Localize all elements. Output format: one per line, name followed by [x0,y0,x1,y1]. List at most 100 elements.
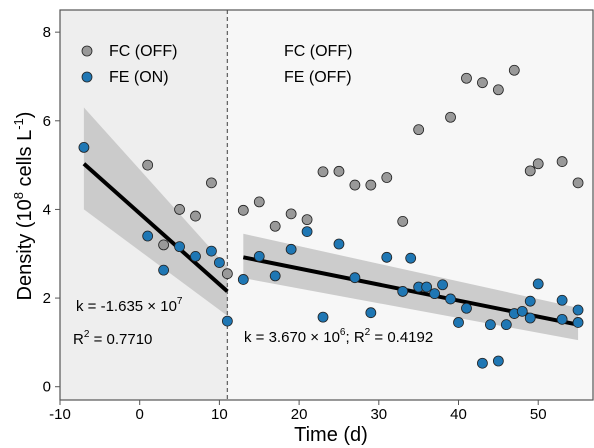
point-fc [333,165,345,177]
point-fc [253,196,265,208]
data-points [78,64,584,369]
confidence-band-1 [83,107,228,316]
point-fe [516,305,528,317]
point-fe [445,293,456,305]
point-fc [317,166,329,178]
point-fe [221,315,233,327]
point-fe [174,241,185,253]
point-fe [572,317,584,328]
x-tick-label: 0 [136,406,144,423]
point-fe [421,281,433,293]
x-axis-label: Time (d) [294,424,368,446]
point-fe [158,264,170,276]
point-fe [214,257,225,269]
point-fe [477,357,488,369]
point-fc [477,77,488,89]
point-fc [524,165,536,177]
point-fe [190,251,201,262]
x-tick-label: 40 [450,406,467,423]
point-fe [269,270,281,282]
point-fe [461,302,472,314]
point-fc [532,158,544,170]
y-tick-label: 4 [43,201,51,218]
point-fe [317,311,329,323]
x-tick-label: 20 [291,406,308,423]
confidence-band-2 [243,233,579,341]
y-axis-label: Density (108 cells L-1) [11,112,36,301]
plot-frame [59,9,594,401]
point-fc [158,239,170,251]
point-fc [556,156,568,167]
phase-region-2 [227,10,594,400]
annotation-r2-phase1: R2 = 0.7710 [73,329,152,348]
legend-marker-fc [81,45,93,57]
point-fe [492,355,504,367]
point-fe [437,279,448,291]
legend-label-fe: FE (ON) [109,69,169,86]
point-fe [285,243,297,255]
point-fe [237,274,249,285]
legend: FC (OFF) FE (ON) [81,43,177,86]
x-tick-label: 10 [211,406,228,423]
point-fc [142,159,154,171]
point-fc [461,72,472,84]
point-fc [508,64,520,76]
point-fc [206,177,217,189]
point-fe [532,278,544,290]
point-fc [445,111,456,123]
point-fe [381,251,393,263]
point-fe [397,286,409,297]
y-tick-label: 6 [43,113,51,130]
phase2-label-fe: FE (OFF) [284,69,352,86]
y-axis-ticks: 0 2 4 6 8 [43,24,60,396]
x-axis-ticks: -10 0 10 20 30 40 50 [49,400,547,423]
fit-line-1 [82,162,229,293]
point-fc [492,84,504,96]
point-fe [484,319,496,331]
legend-label-fc: FC (OFF) [109,43,177,60]
point-fe [524,312,536,324]
point-fe [500,319,512,331]
point-fe [78,141,90,153]
point-fe [405,252,417,264]
point-fc [285,208,297,220]
point-fc [174,204,185,215]
point-fc [221,268,233,280]
point-fe [572,304,584,316]
y-tick-label: 8 [43,24,51,41]
phase2-label-fc: FC (OFF) [284,43,352,60]
point-fe [453,317,464,328]
point-fc [397,215,409,227]
point-fc [237,204,249,216]
point-fe [253,251,265,262]
x-tick-label: 30 [370,406,387,423]
phase-regions [60,10,594,400]
point-fe [142,230,154,242]
confidence-bands [83,107,579,341]
point-fe [349,272,361,284]
point-fc [301,214,313,226]
x-tick-label: 50 [530,406,547,423]
point-fc [190,210,201,222]
y-tick-label: 0 [43,379,51,396]
point-fc [413,124,425,136]
point-fc [349,179,361,191]
point-fc [269,220,281,232]
point-fe [333,238,345,250]
point-fc [381,172,393,183]
point-fe [524,295,536,307]
annotation-k-phase1: k = -1.635 × 107 [76,296,183,315]
point-fe [556,313,568,325]
annotation-phase2-fit: k = 3.670 × 106; R2 = 0.4192 [244,327,433,346]
point-fc [365,179,377,191]
point-fe [556,294,568,306]
y-tick-label: 2 [43,290,51,307]
point-fe [301,226,313,237]
point-fe [206,245,217,257]
point-fe [365,307,377,319]
legend-marker-fe [81,71,93,83]
point-fc [572,177,584,189]
x-tick-label: -10 [49,406,71,423]
point-fe [429,288,440,300]
